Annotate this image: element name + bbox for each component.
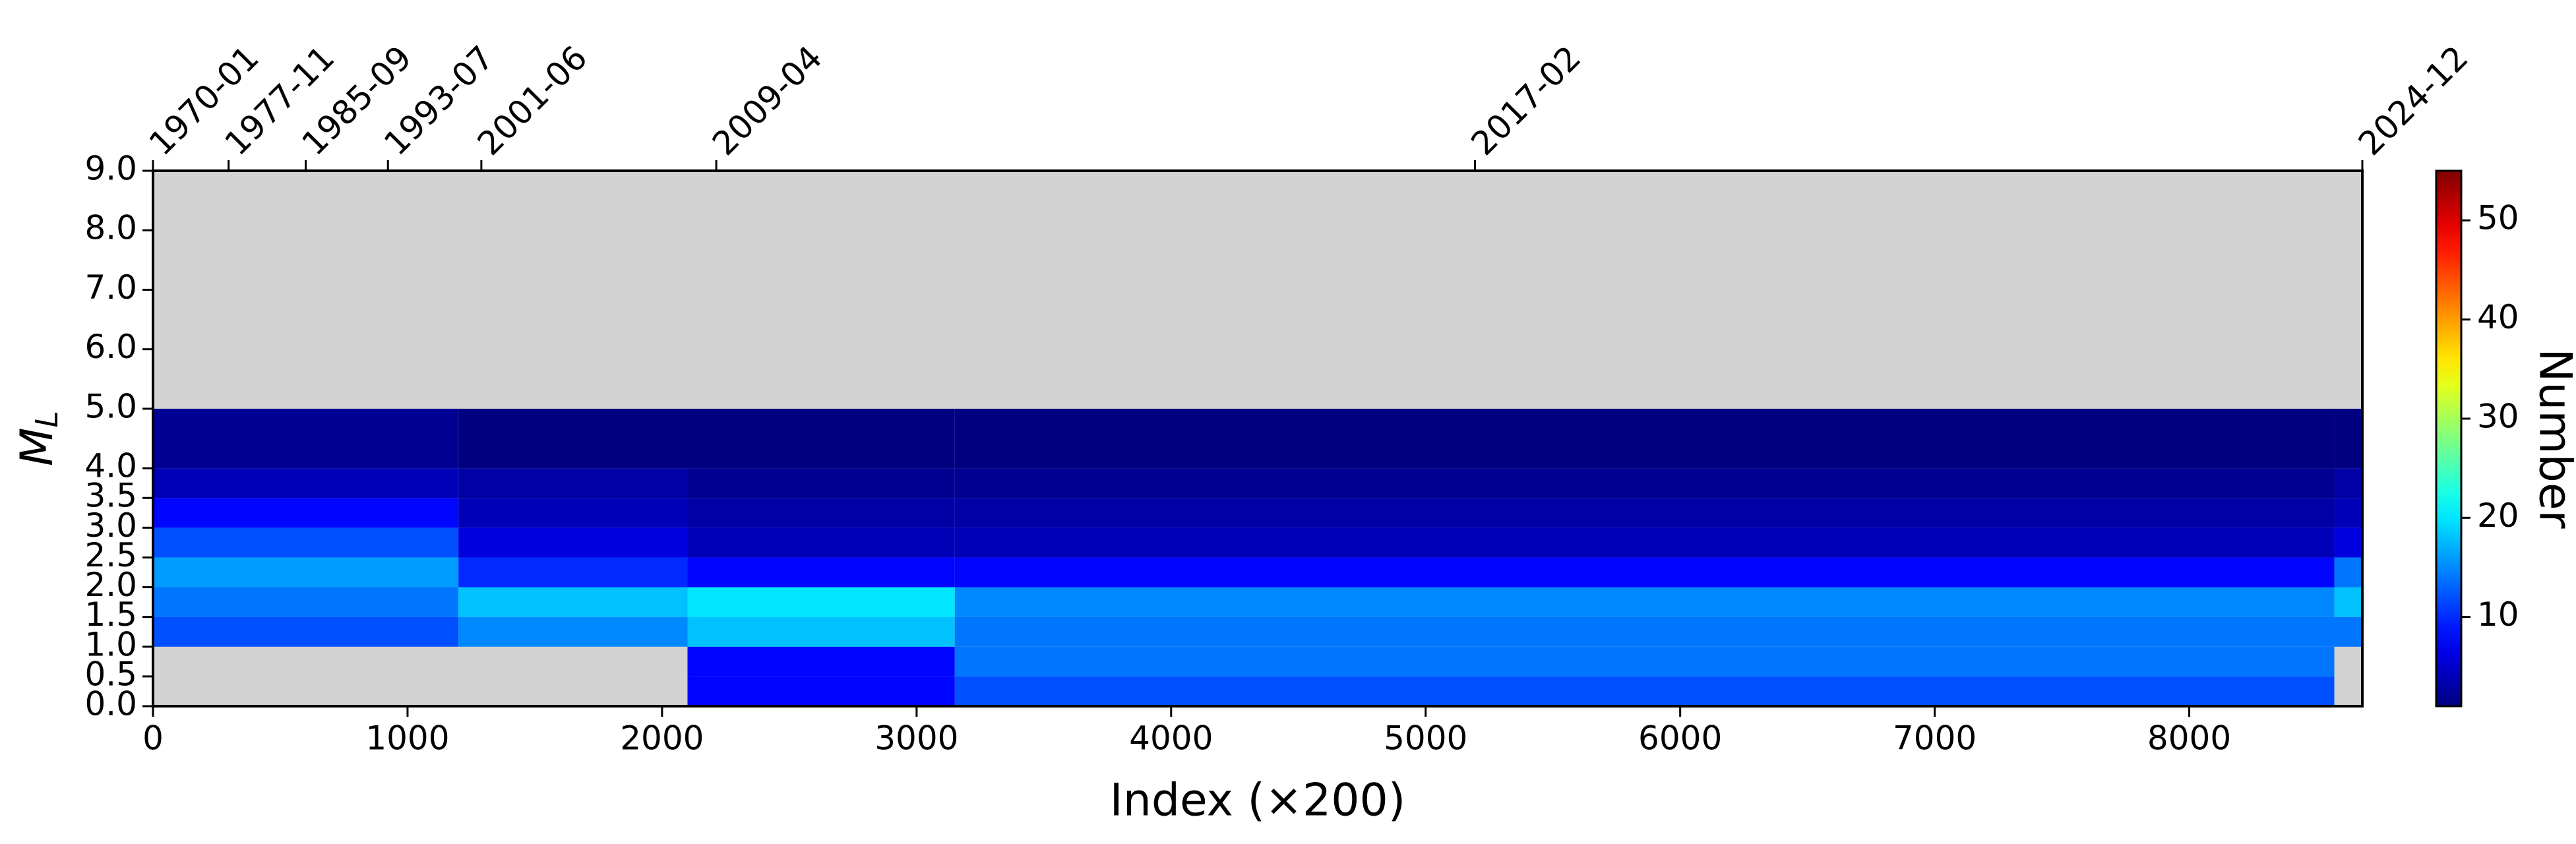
heatmap-cell	[954, 617, 2335, 647]
x-tick-label: 8000	[2147, 719, 2231, 758]
top-tick-label: 2009-04	[705, 38, 830, 163]
heatmap-cell	[458, 408, 688, 469]
heatmap-cell	[153, 587, 459, 617]
colorbar	[2435, 169, 2463, 708]
heatmap-cell	[458, 587, 688, 617]
x-tick-label: 6000	[1638, 719, 1722, 758]
heatmap-cell	[153, 468, 459, 498]
y-axis-label: ML	[11, 411, 65, 466]
y-tick-label: 3.0	[84, 506, 137, 545]
heatmap-cell	[458, 557, 688, 588]
heatmap-cell	[153, 408, 459, 469]
x-tick-label: 5000	[1384, 719, 1467, 758]
y-tick-label: 1.0	[84, 625, 137, 663]
heatmap-cell	[687, 676, 955, 706]
heatmap-cell	[458, 528, 688, 558]
heatmap-cell	[153, 617, 459, 647]
y-axis-label-main: M	[11, 427, 63, 466]
top-tick-label: 2024-12	[2351, 38, 2476, 163]
y-tick-label: 4.0	[84, 447, 137, 485]
colorbar-tick-label: 50	[2477, 199, 2519, 237]
y-tick-label: 3.5	[84, 477, 137, 515]
heatmap-cell	[687, 646, 955, 677]
x-tick-label: 7000	[1893, 719, 1977, 758]
y-tick-label: 9.0	[84, 150, 137, 188]
y-tick-label: 0.0	[84, 685, 137, 723]
y-tick-label: 5.0	[84, 387, 137, 425]
heatmap-cell	[687, 587, 955, 617]
heatmap-cell	[687, 468, 955, 498]
heatmap-cell	[954, 408, 2335, 469]
x-tick-label: 4000	[1129, 719, 1213, 758]
heatmap	[153, 171, 2362, 706]
colorbar-tick-label: 30	[2477, 397, 2519, 435]
heatmap-cell	[954, 676, 2335, 706]
top-tick-label: 2017-02	[1464, 38, 1589, 163]
x-tick-label: 0	[142, 719, 164, 758]
colorbar-label: Number	[2529, 348, 2576, 528]
heatmap-cell	[954, 528, 2335, 558]
y-axis-label-sub: L	[29, 411, 65, 428]
heatmap-cell	[2334, 557, 2362, 588]
heatmap-cell	[2334, 617, 2362, 647]
y-tick-label: 8.0	[84, 209, 137, 247]
heatmap-cell	[687, 617, 955, 647]
heatmap-cell	[954, 587, 2335, 617]
y-tick-label: 2.0	[84, 566, 137, 604]
heatmap-cell	[153, 557, 459, 588]
heatmap-cell	[458, 498, 688, 528]
y-tick-label: 2.5	[84, 536, 137, 574]
x-tick-label: 2000	[620, 719, 704, 758]
heatmap-cell	[458, 468, 688, 498]
heatmap-cell	[954, 468, 2335, 498]
heatmap-cell	[954, 646, 2335, 677]
x-axis-label: Index (×200)	[1110, 775, 1406, 827]
heatmap-cell	[153, 498, 459, 528]
heatmap-cell	[687, 408, 955, 469]
heatmap-cell	[954, 498, 2335, 528]
heatmap-cell	[954, 557, 2335, 588]
colorbar-tick-label: 20	[2477, 497, 2519, 535]
heatmap-cell	[458, 617, 688, 647]
y-tick-label: 0.5	[84, 655, 137, 693]
heatmap-cell	[687, 498, 955, 528]
heatmap-cell	[153, 528, 459, 558]
heatmap-cell	[2334, 408, 2362, 469]
x-tick-label: 1000	[365, 719, 449, 758]
heatmap-cell	[687, 557, 955, 588]
x-tick-label: 3000	[874, 719, 958, 758]
colorbar-tick-label: 40	[2477, 298, 2519, 336]
plot-frame	[152, 169, 2364, 708]
y-tick-label: 6.0	[84, 328, 137, 366]
heatmap-cell	[687, 528, 955, 558]
heatmap-cell	[2334, 468, 2362, 498]
heatmap-cell	[2334, 498, 2362, 528]
colorbar-tick-label: 10	[2477, 595, 2519, 634]
y-tick-label: 1.5	[84, 595, 137, 634]
heatmap-cell	[2334, 587, 2362, 617]
heatmap-cell	[2334, 528, 2362, 558]
y-tick-label: 7.0	[84, 268, 137, 307]
